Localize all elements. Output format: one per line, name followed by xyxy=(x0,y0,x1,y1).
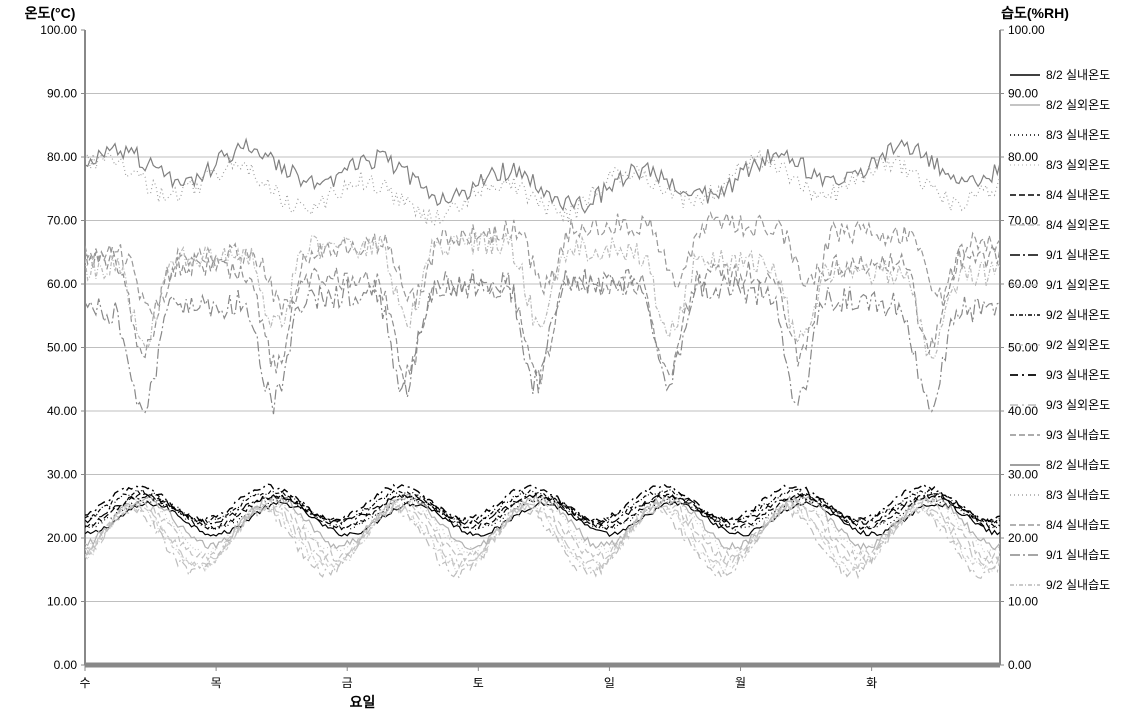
y-right-title: 습도(%RH) xyxy=(1001,5,1069,21)
y-right-tick-label: 40.00 xyxy=(1008,404,1038,418)
y-right-tick-label: 20.00 xyxy=(1008,531,1038,545)
x-tick-label: 월 xyxy=(735,676,746,690)
y-left-tick-label: 0.00 xyxy=(54,658,78,672)
y-left-title: 온도(°C) xyxy=(25,5,76,21)
y-right-tick-label: 30.00 xyxy=(1008,468,1038,482)
y-right-tick-label: 90.00 xyxy=(1008,87,1038,101)
legend-label: 9/2 실외온도 xyxy=(1046,338,1110,352)
y-left-tick-label: 70.00 xyxy=(47,214,77,228)
legend-label: 8/2 실내습도 xyxy=(1046,458,1110,472)
legend-label: 9/3 실내습도 xyxy=(1046,428,1110,442)
legend-label: 8/3 실내온도 xyxy=(1046,128,1110,142)
legend-label: 9/1 실외온도 xyxy=(1046,278,1110,292)
y-left-tick-label: 60.00 xyxy=(47,277,77,291)
legend-label: 9/2 실내온도 xyxy=(1046,308,1110,322)
chart-background xyxy=(0,0,1137,721)
legend-label: 9/1 실내온도 xyxy=(1046,248,1110,262)
legend-label: 8/4 실내온도 xyxy=(1046,188,1110,202)
x-tick-label: 금 xyxy=(342,676,353,690)
y-left-tick-label: 100.00 xyxy=(40,23,77,37)
legend-label: 8/3 실외온도 xyxy=(1046,158,1110,172)
y-right-tick-label: 100.00 xyxy=(1008,23,1045,37)
x-axis-title: 요일 xyxy=(350,694,376,710)
y-left-tick-label: 30.00 xyxy=(47,468,77,482)
legend-label: 8/4 실외온도 xyxy=(1046,218,1110,232)
y-left-tick-label: 40.00 xyxy=(47,404,77,418)
y-left-tick-label: 80.00 xyxy=(47,150,77,164)
x-tick-label: 수 xyxy=(79,676,90,690)
y-right-tick-label: 50.00 xyxy=(1008,341,1038,355)
legend-label: 9/3 실내온도 xyxy=(1046,368,1110,382)
legend-label: 8/2 실외온도 xyxy=(1046,98,1110,112)
chart-container: 0.00 0.00 10.00 10.00 20.00 20.00 30.00 30.00 40… xyxy=(0,0,1137,721)
legend-label: 8/2 실내온도 xyxy=(1046,68,1110,82)
x-tick-label: 화 xyxy=(866,676,877,690)
chart-svg: 0.00 0.00 10.00 10.00 20.00 20.00 30.00 30.00 40… xyxy=(0,0,1137,721)
y-right-tick-label: 10.00 xyxy=(1008,595,1038,609)
legend-label: 8/3 실내습도 xyxy=(1046,488,1110,502)
y-right-tick-label: 60.00 xyxy=(1008,277,1038,291)
y-right-tick-label: 0.00 xyxy=(1008,658,1032,672)
legend-label: 9/3 실외온도 xyxy=(1046,398,1110,412)
x-tick-label: 목 xyxy=(211,676,222,690)
y-right-tick-label: 80.00 xyxy=(1008,150,1038,164)
legend-label: 8/4 실내습도 xyxy=(1046,518,1110,532)
y-left-tick-label: 50.00 xyxy=(47,341,77,355)
x-tick-label: 토 xyxy=(473,676,484,690)
legend-label: 9/2 실내습도 xyxy=(1046,578,1110,592)
y-left-tick-label: 90.00 xyxy=(47,87,77,101)
y-left-tick-label: 10.00 xyxy=(47,595,77,609)
x-tick-label: 일 xyxy=(604,676,615,690)
y-left-tick-label: 20.00 xyxy=(47,531,77,545)
legend-label: 9/1 실내습도 xyxy=(1046,548,1110,562)
